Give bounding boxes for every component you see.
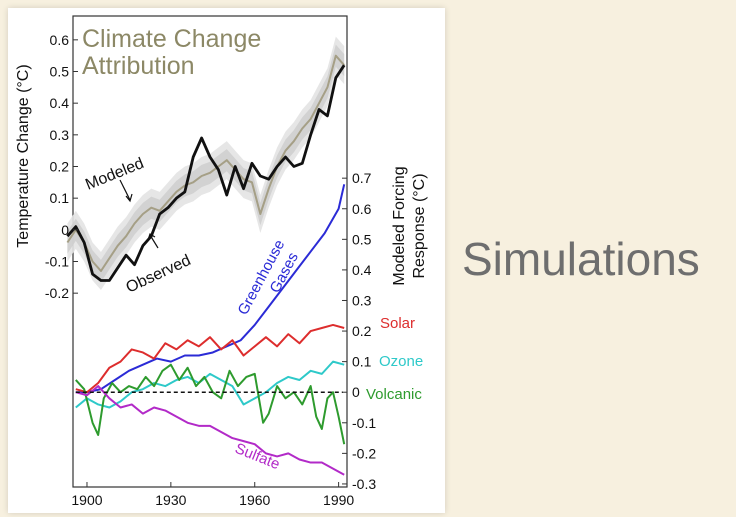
observed-arrow: [149, 234, 159, 249]
right-tick-label: -0.2: [352, 445, 376, 461]
left-axis-label: Temperature Change (°C): [15, 64, 32, 247]
x-tick-label: 1960: [239, 492, 270, 508]
greenhouse-gases-line: [75, 184, 346, 394]
modeled-uncertainty-band: [67, 36, 345, 291]
right-tick-label: 0.1: [352, 354, 372, 370]
ozone-line: [75, 360, 345, 409]
x-tick-label: 1990: [323, 492, 354, 508]
observed-line: [66, 64, 346, 282]
left-tick-label: 0.4: [50, 95, 70, 111]
right-axis-label-line-2: Response (°C): [411, 173, 428, 278]
x-tick-label: 1900: [71, 492, 102, 508]
right-tick-label: -0.3: [352, 476, 376, 492]
left-axis-ticks: 0.6 0.5 0.4 0.3 0.2 0.1 0 -0.1 -0.2: [45, 32, 78, 301]
right-tick-label: 0.5: [352, 231, 372, 247]
right-axis-ticks: 0.7 0.6 0.5 0.4 0.3 0.2 0.1 0 -0.1 -0.2 -0.3: [342, 170, 376, 492]
climate-attribution-chart: 0.6 0.5 0.4 0.3 0.2 0.1 0 -0.1 -0.2 0.7 0.6 0.5 0.4…: [15, 15, 428, 508]
x-tick-label: 1930: [155, 492, 186, 508]
left-tick-label: 0.6: [50, 32, 70, 48]
modeled-line: [66, 54, 345, 272]
sulfate-label: Sulfate: [233, 440, 283, 473]
modeled-band-inner: [67, 44, 345, 283]
solar-label: Solar: [380, 315, 415, 332]
right-tick-label: 0.3: [352, 292, 372, 308]
x-axis-ticks: 1900 1930 1960 1990: [71, 482, 354, 508]
volcanic-line: [75, 363, 346, 445]
right-tick-label: 0.6: [352, 201, 372, 217]
series-lines: [66, 54, 346, 476]
observed-arrowhead: [147, 233, 156, 241]
sulfate-line: [75, 385, 345, 476]
left-tick-label: 0.3: [50, 127, 70, 143]
right-axis-label-line-1: Modeled Forcing: [391, 166, 408, 285]
chart-title-line-2: Attribution: [82, 52, 195, 80]
modeled-arrowhead: [125, 193, 133, 203]
left-tick-label: 0.1: [50, 190, 70, 206]
left-tick-label: -0.2: [45, 285, 69, 301]
volcanic-label: Volcanic: [366, 386, 422, 403]
right-tick-label: 0: [352, 384, 360, 400]
modeled-label: Modeled: [83, 155, 146, 194]
right-tick-label: -0.1: [352, 415, 376, 431]
left-tick-label: 0: [61, 222, 69, 238]
right-tick-label: 0.7: [352, 170, 372, 186]
left-tick-label: 0.2: [50, 159, 70, 175]
slide-caption: Simulations: [462, 233, 700, 285]
chart-title-line-1: Climate Change: [82, 25, 261, 53]
right-tick-label: 0.4: [352, 262, 372, 278]
left-tick-label: 0.5: [50, 64, 70, 80]
solar-line: [75, 323, 345, 394]
observed-label: Observed: [124, 252, 194, 297]
left-tick-label: -0.1: [45, 254, 69, 270]
right-tick-label: 0.2: [352, 323, 372, 339]
modeled-arrow: [119, 179, 131, 201]
ozone-label: Ozone: [379, 353, 423, 370]
chart-panel: 0.6 0.5 0.4 0.3 0.2 0.1 0 -0.1 -0.2 0.7 0.6 0.5 0.4…: [8, 8, 445, 513]
